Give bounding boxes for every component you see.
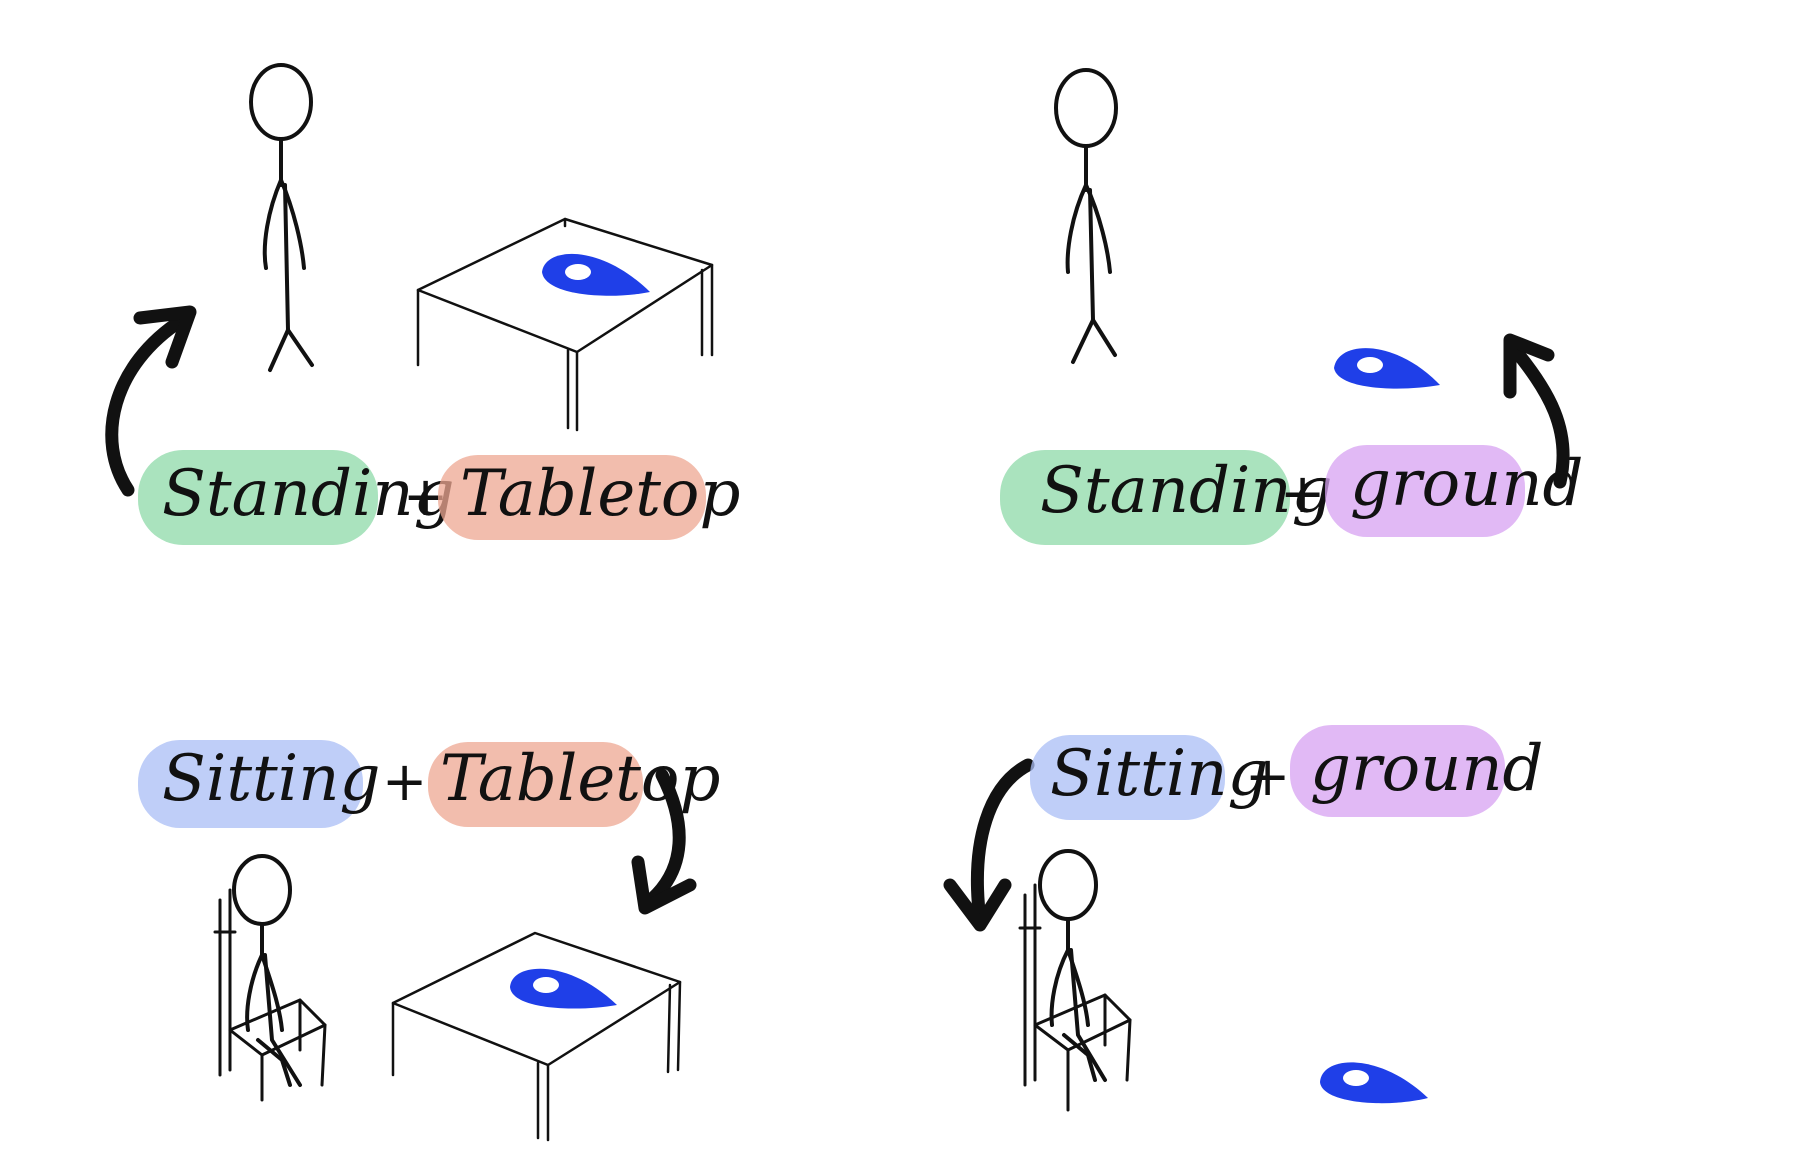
stick-figure-sitting-icon [232,854,302,1087]
label-sitting-ground: Sitting + ground [1030,725,1544,820]
table-icon [416,217,714,432]
posture-label: Standing [162,457,455,531]
panel-standing-ground: Standing + ground [1000,68,1584,545]
curved-arrow-icon [105,305,197,497]
curved-arrow-icon [943,758,1035,932]
highlight-tabletop [428,742,643,827]
location-pin-icon [510,968,617,1009]
highlight-sitting [1030,735,1225,820]
highlight-tabletop [438,455,706,540]
highlight-standing [138,450,378,545]
location-pin-icon [1334,348,1440,389]
panel-sitting-ground: Sitting + ground [943,725,1544,1112]
stick-figure-sitting-icon [1038,849,1107,1082]
table-icon [391,931,682,1142]
stick-figure-standing-icon [1054,68,1118,364]
posture-label: Sitting [1050,737,1268,811]
surface-label: Tabletop [460,457,740,531]
plus-sign: + [1245,745,1290,808]
curved-arrow-icon [1503,333,1570,489]
highlight-ground [1290,725,1505,817]
plus-sign: + [1280,462,1325,525]
panel-sitting-tabletop: Sitting + Tabletop [138,740,720,1142]
highlight-sitting [138,740,363,828]
highlight-standing [1000,450,1290,545]
plus-sign: + [382,750,427,813]
highlight-ground [1325,445,1525,537]
posture-label: Standing [1040,454,1333,528]
surface-label: ground [1310,732,1544,806]
label-standing-tabletop: Standing + Tabletop [138,450,740,545]
location-pin-icon [542,253,650,296]
label-standing-ground: Standing + ground [1000,445,1584,545]
label-sitting-tabletop: Sitting + Tabletop [138,740,720,828]
panel-standing-tabletop: Standing + Tabletop [105,63,740,545]
curved-arrow-icon [631,768,697,915]
surface-label: ground [1350,447,1584,521]
stick-figure-standing-icon [249,63,314,372]
chair-icon [213,888,327,1102]
posture-label: Sitting [162,742,380,816]
chair-icon [1018,883,1132,1112]
location-pin-icon [1320,1062,1428,1104]
